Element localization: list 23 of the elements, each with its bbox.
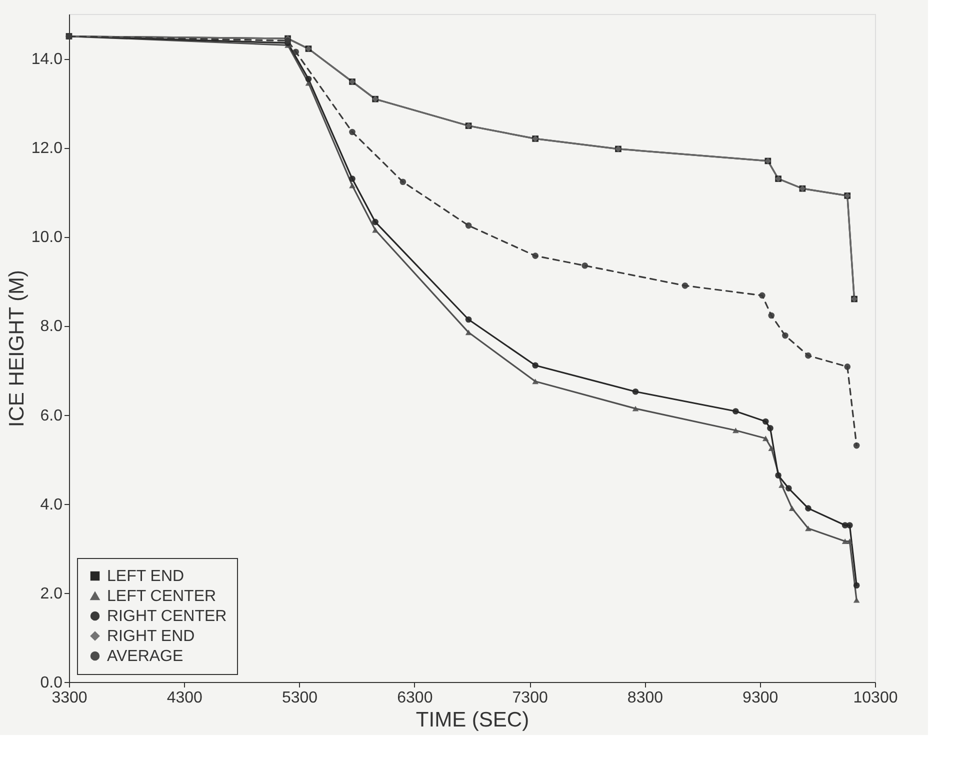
x-tick-label: 10300 [853,690,898,706]
y-tick-label: 6.0 [40,407,63,424]
x-tick-label: 6300 [397,690,433,706]
legend-label: RIGHT CENTER [107,608,227,625]
x-tick-label: 9300 [742,690,778,706]
legend-label: AVERAGE [107,648,184,665]
y-tick-label: 12.0 [31,140,63,158]
y-tick-label: 0.0 [40,674,63,692]
x-tick-label: 7300 [512,690,548,706]
y-axis-title: ICE HEIGHT (M) [5,270,28,428]
x-tick-label: 8300 [627,690,664,706]
legend-label: RIGHT END [107,628,195,645]
legend-label: LEFT CENTER [107,588,216,605]
x-tick-label: 4300 [166,690,203,706]
y-tick-label: 14.0 [31,51,63,68]
x-tick-label: 5300 [282,690,318,706]
x-axis-title: TIME (SEC) [416,708,530,732]
y-tick-label: 10.0 [31,229,63,246]
legend-label: LEFT END [107,568,184,585]
y-tick-label: 2.0 [40,585,63,602]
y-tick-label: 8.0 [40,318,63,336]
y-tick-label: 4.0 [40,496,63,514]
x-tick-label: 3300 [52,690,88,706]
